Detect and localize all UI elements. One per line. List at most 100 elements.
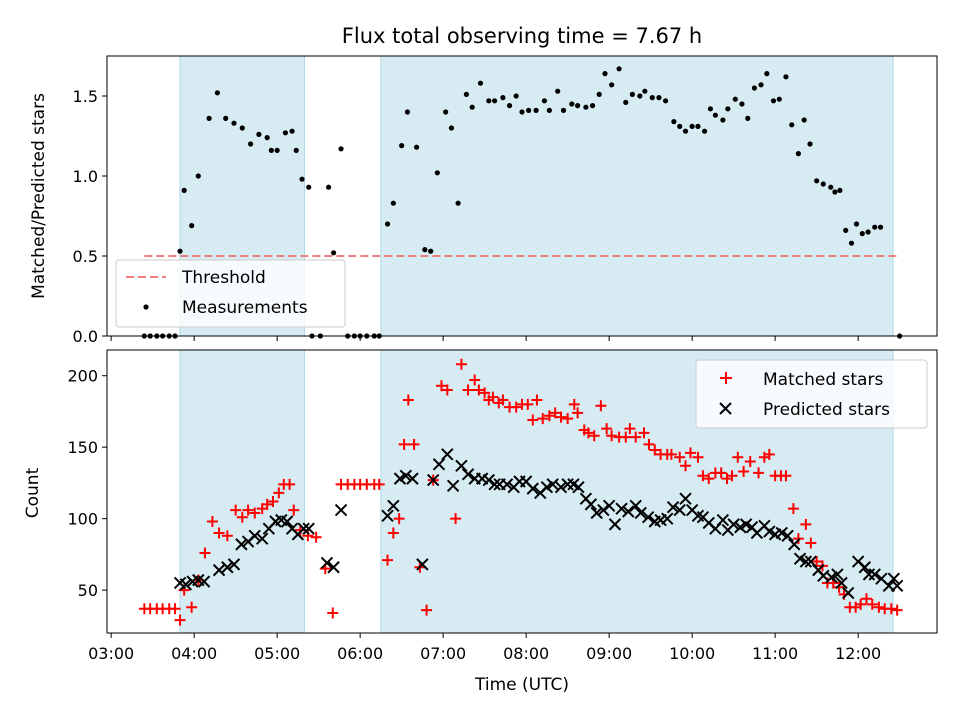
matched-stars-point [479,387,491,399]
predicted-stars-point [320,556,334,570]
matched-stars-point [697,470,709,482]
measurements-point [843,227,849,233]
measurements-point [877,224,884,230]
measurements-point [519,109,525,115]
predicted-stars-point [572,481,585,494]
predicted-stars-point [615,502,628,515]
measurements-point [239,125,245,131]
matched-legend-swatch [720,372,732,384]
matched-legend-label: Matched stars [763,370,883,390]
measurements-point [725,106,731,112]
measurements-point [443,109,449,115]
predicted-stars-point [868,568,881,581]
predicted-stars-point [399,469,413,482]
measurements-point [732,96,738,102]
matched-stars-point [435,380,447,392]
measurements-point [649,95,655,101]
matched-stars-point [568,398,580,410]
matched-stars-point [715,467,727,479]
predicted-stars-point [835,576,848,590]
matched-stars-point [421,604,433,616]
x-tick-label: 11:00 [752,644,798,663]
measurements-point [404,109,411,115]
measurements-point [682,128,689,134]
top-legend: Threshold Measurements [115,259,346,328]
predicted-stars-point [482,473,496,487]
matched-stars-point [732,451,744,463]
predicted-stars-point [256,532,269,545]
matched-stars-point [230,504,242,516]
bottom-legend: Matched stars Predicted stars [695,359,928,429]
top-legend-box [115,259,346,328]
matched-stars-point [805,537,817,549]
predicted-stars-point [554,481,568,494]
predicted-stars-point [488,478,501,491]
predicted-stars-point [179,578,193,591]
measurements-point [602,71,608,77]
threshold-legend-label: Threshold [181,268,266,288]
matched-stars-point [288,504,300,516]
top-observing-window-1 [380,55,894,337]
matched-stars-point [606,430,618,442]
matched-stars-point [684,447,696,459]
matched-stars-point [249,507,261,519]
measurements-point [247,141,254,147]
measurements-point [702,128,708,134]
predicted-stars-point [381,509,394,523]
matched-stars-point [860,593,872,605]
matched-stars-point [891,604,903,616]
measurements-point [828,184,834,190]
top-y-tick-label: 0.0 [73,327,98,346]
matched-stars-point [582,427,594,439]
measurements-point [575,103,581,109]
predicted-stars-point [841,586,855,600]
measurements-point [583,104,589,110]
measurements-point [642,88,648,94]
x-tick-label: 12:00 [835,644,881,663]
measurements-point [770,98,777,104]
predicted-stars-point [862,568,876,581]
matched-stars-point [402,394,414,406]
measurements-point [463,91,469,97]
predicted-stars-point [455,459,468,472]
measurements-point [848,240,855,246]
matched-stars-point [206,516,218,528]
measurements-point [814,178,820,184]
predicted-stars-point [441,448,454,461]
measurements-point [338,146,344,152]
matched-stars-point [393,513,405,525]
predicted-stars-point [561,478,574,491]
measurements-point [268,147,274,153]
measurements-point [865,229,871,235]
chart-title: Flux total observing time = 7.67 h [342,24,702,48]
measurements-point [264,135,270,141]
predicted-stars-point [221,561,234,574]
predicted-stars-point [432,458,446,471]
predicted-stars-point [334,503,348,517]
predicted-stars-point [500,478,514,491]
predicted-stars-point [235,538,248,551]
predicted-stars-point [526,482,539,495]
matched-stars-point [680,460,692,472]
matched-stars-point [703,473,715,485]
measurements-point [589,103,596,109]
matched-stars-point [487,391,499,403]
bottom-plot-frame [106,349,938,634]
matched-stars-point [885,603,897,615]
measurements-point [455,200,461,206]
measurements-point [214,90,220,96]
matched-stars-point [873,601,885,613]
matched-stars-point [726,470,738,482]
measurements-point [783,74,789,80]
matched-stars-point [643,438,655,450]
predicted-stars-point [426,473,440,487]
matched-stars-point [387,527,399,539]
bot-y-tick-label: 50 [78,581,98,600]
measurements-point [853,221,860,227]
predicted-stars-point [622,505,635,518]
matched-stars-point [638,427,650,439]
measurements-point [274,147,280,153]
measurements-point [181,187,187,193]
measurements-point [569,101,575,107]
predicted-stars-point [679,492,692,505]
